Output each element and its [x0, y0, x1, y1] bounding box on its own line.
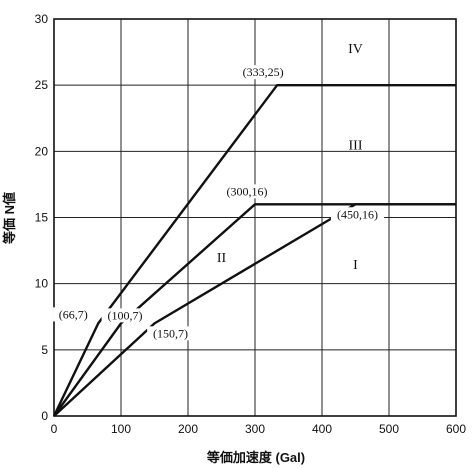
- point-label: (150,7): [153, 326, 188, 340]
- x-tick-label: 200: [178, 422, 198, 436]
- tick-labels: 0 100 200 300 400 500 600 0 5 10 15 20 25 30: [35, 12, 467, 436]
- region-label: I: [353, 258, 358, 273]
- point-label: (450,16): [337, 207, 378, 221]
- plot-border: [53, 18, 457, 417]
- region-label: IV: [348, 42, 363, 57]
- plot-frame: [53, 18, 457, 417]
- x-tick-label: 100: [111, 422, 131, 436]
- x-tick-label: 300: [245, 422, 265, 436]
- x-tick-label: 0: [51, 422, 58, 436]
- annotations: (66,7) (100,7) (150,7) (300,16) (333,25) (450…: [53, 42, 385, 341]
- x-tick-label: 600: [446, 422, 466, 436]
- y-tick-label: 25: [35, 78, 49, 92]
- x-tick-label: 400: [312, 422, 332, 436]
- point-label-bg: [101, 308, 149, 323]
- x-axis-title: 等価加速度 (Gal): [206, 450, 305, 465]
- y-tick-label: 15: [35, 211, 49, 225]
- series-lines: [52, 83, 456, 417]
- point-label-bg: [236, 65, 290, 80]
- point-label: (66,7): [59, 307, 88, 321]
- point-label: (100,7): [108, 308, 143, 322]
- y-tick-label: 20: [35, 144, 49, 158]
- y-tick-label: 30: [35, 12, 49, 26]
- region-label: II: [217, 251, 227, 266]
- point-label-bg: [330, 207, 385, 222]
- y-axis-title: 等価 N値: [2, 192, 17, 245]
- region-label: III: [349, 139, 363, 154]
- y-tick-label: 0: [41, 409, 48, 423]
- point-label-bg: [147, 326, 194, 341]
- point-label: (300,16): [227, 184, 268, 198]
- series-line-1: [52, 83, 456, 417]
- y-tick-label: 10: [35, 277, 49, 291]
- y-tick-label: 5: [41, 343, 48, 357]
- point-label: (333,25): [243, 65, 284, 79]
- series-line-3: [53, 203, 456, 417]
- x-tick-label: 500: [379, 422, 399, 436]
- point-label-bg: [53, 307, 94, 322]
- point-label-bg: [220, 184, 274, 199]
